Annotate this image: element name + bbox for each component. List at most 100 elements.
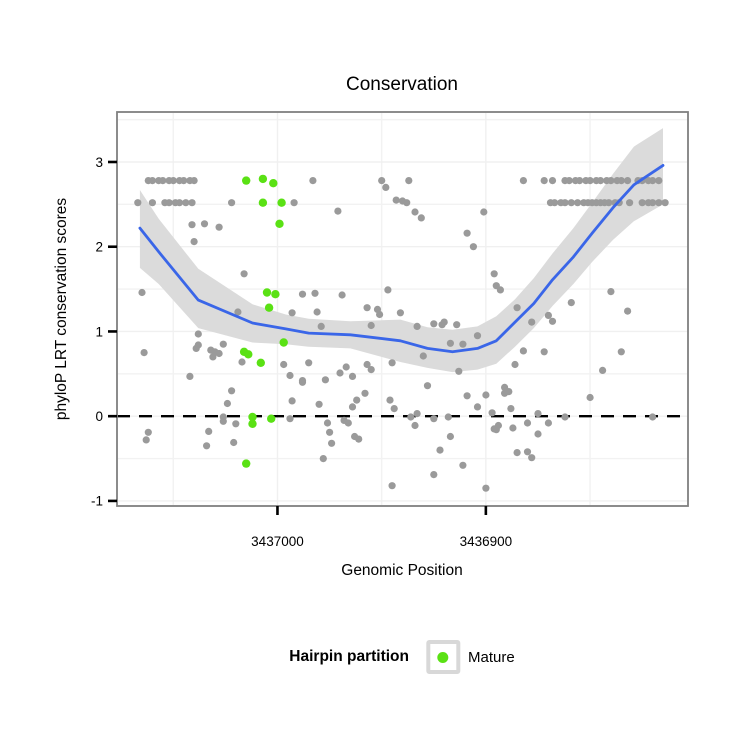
x-axis-label: Genomic Position	[341, 562, 463, 579]
gray-point	[288, 397, 296, 405]
gray-point	[382, 183, 390, 191]
mature-point	[275, 219, 284, 228]
y-tick-label: 1	[95, 324, 103, 339]
gray-point	[463, 229, 471, 237]
mature-point	[277, 198, 286, 207]
gray-point	[624, 307, 632, 315]
gray-point	[430, 415, 438, 423]
gray-point	[215, 349, 223, 358]
smooth-line	[138, 164, 665, 354]
gray-point	[544, 311, 553, 319]
panel-border	[116, 111, 689, 507]
gray-point	[586, 393, 594, 402]
gray-point	[180, 177, 188, 185]
mature-point	[258, 174, 268, 184]
gray-point	[392, 196, 400, 204]
gray-point	[228, 387, 236, 395]
gray-point	[511, 360, 519, 369]
gray-point	[540, 348, 548, 356]
gray-point	[388, 359, 396, 367]
legend: Hairpin partition Mature	[289, 640, 515, 674]
gray-point	[138, 288, 146, 297]
gray-point	[655, 199, 663, 207]
gray-point	[411, 208, 419, 216]
gray-point	[298, 290, 307, 298]
gray-point	[534, 410, 542, 418]
gray-point	[190, 238, 198, 246]
y-axis-label: phyloP LRT conservation scores	[53, 197, 70, 421]
gray-point	[430, 320, 438, 328]
x-tick-label: 3437000	[251, 534, 304, 549]
gray-point	[238, 358, 246, 366]
gray-point	[446, 432, 454, 441]
gray-point	[417, 214, 425, 222]
gray-point	[513, 449, 521, 457]
gray-point	[363, 360, 371, 369]
gray-point	[367, 366, 375, 374]
gray-point	[353, 396, 361, 404]
gray-point	[480, 208, 488, 216]
gray-point	[617, 177, 625, 185]
gray-point	[338, 291, 346, 299]
mature-point	[244, 350, 253, 359]
gray-point	[376, 310, 384, 319]
gray-point	[288, 309, 296, 317]
gray-point	[567, 199, 575, 207]
gray-point	[228, 199, 236, 207]
legend-key-box	[426, 640, 461, 674]
gray-point	[165, 199, 173, 207]
gray-point	[205, 427, 213, 435]
gray-point	[186, 372, 194, 380]
gray-point	[523, 419, 532, 427]
gray-point	[430, 471, 438, 479]
gray-point	[507, 405, 515, 413]
mature-point	[258, 198, 268, 207]
gray-point	[453, 321, 461, 329]
gray-point	[605, 199, 613, 207]
gray-point	[561, 413, 569, 421]
gray-point	[190, 177, 198, 185]
gray-point	[286, 371, 294, 380]
legend-item-mature: Mature	[468, 648, 515, 666]
gray-point	[188, 199, 196, 207]
gray-point	[140, 349, 148, 357]
gray-point	[596, 177, 605, 185]
gray-point	[407, 413, 415, 421]
mature-point	[269, 179, 278, 188]
gray-point	[290, 199, 298, 207]
gray-point	[638, 199, 646, 207]
gray-point	[411, 421, 419, 430]
gray-point	[509, 424, 517, 432]
mature-point-icon	[437, 651, 449, 663]
gray-point	[192, 344, 200, 352]
mature-point	[267, 414, 276, 423]
gray-point	[175, 199, 184, 207]
gray-point	[455, 367, 463, 375]
gray-point	[286, 415, 294, 423]
gray-point	[223, 399, 231, 408]
gray-point	[565, 177, 573, 185]
mature-point	[264, 303, 274, 312]
gray-point	[446, 339, 454, 347]
gray-point	[315, 400, 323, 408]
gray-point	[607, 177, 615, 185]
gray-point	[348, 403, 357, 411]
gray-point	[182, 199, 190, 207]
gray-point	[321, 376, 329, 384]
gray-point	[361, 389, 369, 397]
gray-point	[444, 413, 452, 421]
gray-point	[463, 392, 471, 400]
mature-point	[271, 290, 280, 299]
gray-point	[649, 413, 657, 421]
gray-point	[473, 403, 482, 411]
y-tick-label: 3	[95, 155, 103, 170]
gray-point	[230, 438, 238, 447]
mature-point	[242, 176, 251, 185]
gray-point	[607, 288, 615, 296]
gray-point	[473, 332, 482, 340]
gray-point	[459, 461, 467, 469]
gray-point	[423, 382, 432, 390]
gray-point	[574, 199, 582, 207]
gray-point	[219, 340, 227, 348]
gray-point	[188, 221, 196, 229]
